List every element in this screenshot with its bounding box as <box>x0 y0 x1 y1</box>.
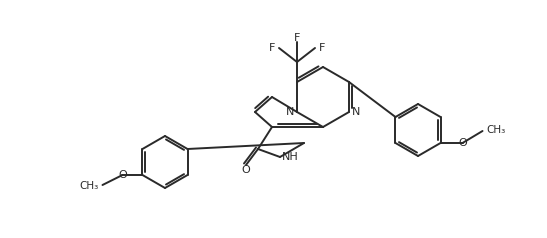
Text: CH₃: CH₃ <box>486 125 506 135</box>
Text: O: O <box>242 165 251 175</box>
Text: N: N <box>286 107 294 117</box>
Text: O: O <box>118 170 127 180</box>
Text: O: O <box>458 138 467 148</box>
Text: F: F <box>294 33 300 43</box>
Text: F: F <box>269 43 275 53</box>
Text: N: N <box>352 107 360 117</box>
Text: NH: NH <box>282 152 299 162</box>
Text: CH₃: CH₃ <box>79 181 98 191</box>
Text: F: F <box>319 43 325 53</box>
